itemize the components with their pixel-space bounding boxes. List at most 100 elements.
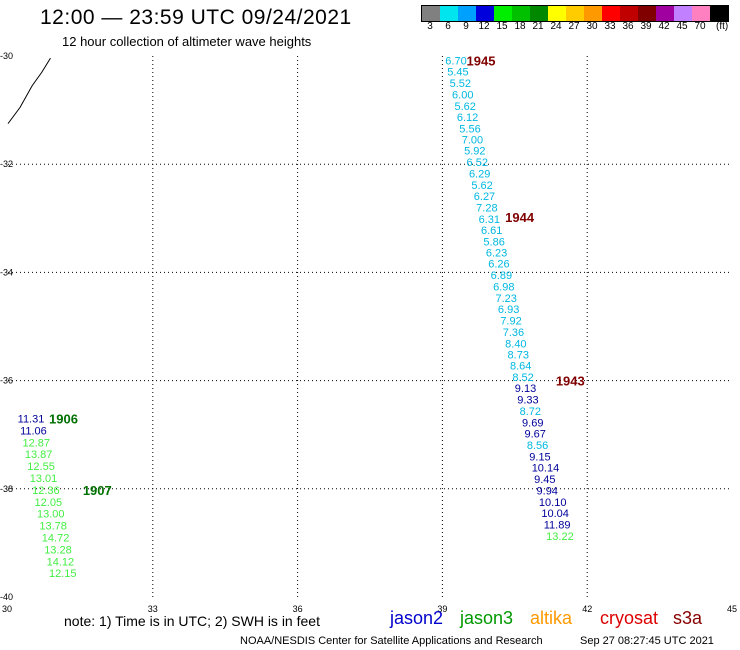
scale-label: 42 bbox=[658, 21, 670, 32]
lat-tick-label: -32 bbox=[0, 159, 13, 169]
lat-tick-label: -34 bbox=[0, 267, 13, 277]
swh-value: 12.87 bbox=[22, 437, 50, 449]
swh-value: 9.69 bbox=[522, 417, 543, 429]
swh-value: 9.13 bbox=[515, 383, 536, 395]
scale-swatch bbox=[494, 6, 512, 21]
swh-value: 5.92 bbox=[464, 146, 485, 158]
swh-value: 13.78 bbox=[39, 521, 67, 533]
swh-value: 6.29 bbox=[469, 168, 490, 180]
swh-value: 6.00 bbox=[452, 89, 473, 101]
swh-value: 6.12 bbox=[457, 112, 478, 124]
scale-swatch bbox=[458, 6, 476, 21]
swh-value: 11.06 bbox=[20, 425, 47, 437]
scale-label: 18 bbox=[514, 21, 526, 32]
scale-swatch bbox=[440, 6, 458, 21]
credit-line: NOAA/NESDIS Center for Satellite Applica… bbox=[240, 635, 543, 647]
swh-value: 10.10 bbox=[539, 497, 567, 509]
swh-value: 13.22 bbox=[546, 531, 574, 543]
pass-time-labels: 1945 1944 1943 1906 1907 bbox=[49, 53, 585, 498]
swh-value: 9.15 bbox=[529, 451, 550, 463]
mission-s3a: s3a bbox=[673, 608, 703, 628]
lon-tick-label: 30 bbox=[2, 604, 12, 614]
swh-value: 5.52 bbox=[450, 78, 471, 90]
swh-value: 10.04 bbox=[541, 508, 569, 520]
scale-label: 21 bbox=[532, 21, 544, 32]
swh-value: 10.14 bbox=[532, 463, 560, 475]
swh-value: 11.31 bbox=[18, 413, 45, 425]
swh-value: 6.93 bbox=[498, 304, 519, 316]
swh-value: 5.45 bbox=[447, 67, 468, 79]
scale-swatch bbox=[476, 6, 494, 21]
swh-value: 7.23 bbox=[495, 293, 516, 305]
scale-swatch bbox=[638, 6, 656, 21]
map-grid bbox=[8, 56, 732, 597]
pass-time: 1943 bbox=[556, 374, 585, 389]
scale-swatch bbox=[512, 6, 530, 21]
swh-value: 12.05 bbox=[35, 497, 63, 509]
swh-value: 13.01 bbox=[30, 473, 58, 485]
swh-value: 8.40 bbox=[505, 338, 526, 350]
swh-value: 8.64 bbox=[510, 360, 531, 372]
scale-label: 15 bbox=[496, 21, 508, 32]
scale-label: 12 bbox=[478, 21, 490, 32]
swh-value: 8.56 bbox=[527, 440, 548, 452]
swh-value: 8.73 bbox=[508, 350, 529, 362]
swh-value: 7.00 bbox=[462, 134, 483, 146]
swh-value: 6.70 bbox=[445, 55, 466, 67]
scale-label: 27 bbox=[568, 21, 580, 32]
swh-value: 9.33 bbox=[517, 395, 538, 407]
wave-height-color-scale bbox=[421, 5, 729, 22]
swh-value: 5.86 bbox=[483, 237, 504, 249]
mission-altika: altika bbox=[530, 608, 573, 628]
swh-value: 9.45 bbox=[534, 474, 555, 486]
swh-value: 14.72 bbox=[42, 532, 70, 544]
scale-swatch bbox=[620, 6, 638, 21]
lon-tick-label: 36 bbox=[293, 604, 303, 614]
color-scale-labels: 3 6 9 12 15 18 21 24 27 30 33 36 39 42 45 70 bbox=[421, 21, 727, 32]
swh-value: 12.55 bbox=[27, 461, 55, 473]
mission-jason3: jason3 bbox=[460, 608, 514, 628]
swh-value: 7.92 bbox=[500, 316, 521, 328]
swh-value: 6.89 bbox=[491, 270, 512, 282]
swh-value: 12.36 bbox=[32, 485, 60, 497]
scale-swatch bbox=[584, 6, 602, 21]
mission-jason2: jason2 bbox=[390, 608, 444, 628]
chart-subtitle: 12 hour collection of altimeter wave hei… bbox=[62, 34, 312, 49]
swh-value: 8.52 bbox=[512, 372, 533, 384]
swh-value: 6.52 bbox=[467, 157, 488, 169]
scale-label: 6 bbox=[445, 21, 451, 32]
swh-value: 6.31 bbox=[479, 214, 500, 226]
scale-label: 70 bbox=[694, 21, 706, 32]
coastline bbox=[7, 57, 51, 124]
lon-tick-label: 39 bbox=[437, 604, 447, 614]
scale-label: 30 bbox=[586, 21, 598, 32]
swh-value: 8.72 bbox=[520, 406, 541, 418]
lat-tick-label: -30 bbox=[0, 51, 13, 61]
scale-swatch bbox=[656, 6, 674, 21]
pass-time: 1944 bbox=[505, 210, 535, 225]
swh-value: 5.62 bbox=[471, 180, 492, 192]
color-scale-unit: (ft) bbox=[716, 21, 729, 32]
lat-tick-label: -38 bbox=[0, 484, 13, 494]
scale-swatch bbox=[602, 6, 620, 21]
chart-title: 12:00 — 23:59 UTC 09/24/2021 bbox=[40, 6, 352, 29]
swh-value: 6.26 bbox=[488, 259, 509, 271]
wave-height-values: 6.705.455.526.005.626.125.567.005.926.52… bbox=[18, 55, 574, 580]
scale-swatch bbox=[710, 6, 728, 21]
swh-value: 9.94 bbox=[537, 485, 558, 497]
swh-value: 13.28 bbox=[44, 544, 72, 556]
scale-label: 33 bbox=[604, 21, 616, 32]
lon-tick-label: 33 bbox=[148, 604, 158, 614]
lon-tick-label: 45 bbox=[727, 604, 737, 614]
scale-swatch bbox=[692, 6, 710, 21]
scale-label: 45 bbox=[676, 21, 688, 32]
mission-cryosat: cryosat bbox=[600, 608, 659, 628]
generation-timestamp: Sep 27 08:27:45 UTC 2021 bbox=[580, 635, 714, 647]
footnote: note: 1) Time is in UTC; 2) SWH is in fe… bbox=[64, 613, 320, 629]
swh-value: 7.36 bbox=[503, 327, 524, 339]
coastline-path bbox=[7, 57, 51, 124]
swh-value: 5.62 bbox=[454, 101, 475, 113]
lat-tick-label: -40 bbox=[0, 592, 13, 602]
scale-swatch bbox=[566, 6, 584, 21]
